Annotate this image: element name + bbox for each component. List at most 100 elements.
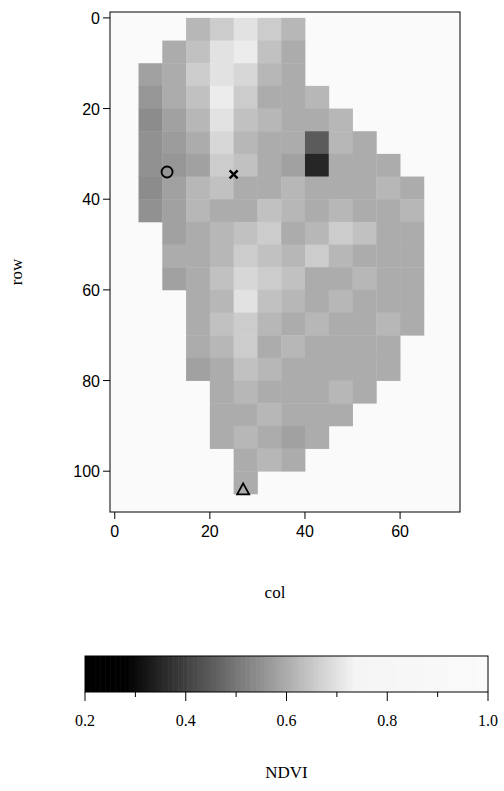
colorbar-minor-tick bbox=[437, 692, 438, 697]
colorbar-tick-label: 0.6 bbox=[277, 712, 297, 729]
cell bbox=[234, 403, 258, 426]
cell bbox=[281, 358, 305, 381]
cell bbox=[281, 245, 305, 268]
plot-background bbox=[110, 12, 460, 512]
cell bbox=[305, 177, 329, 200]
cell bbox=[329, 109, 353, 132]
cell bbox=[305, 381, 329, 404]
cell bbox=[234, 131, 258, 154]
cell bbox=[186, 222, 210, 245]
cell bbox=[234, 290, 258, 313]
cell bbox=[186, 199, 210, 222]
cell bbox=[186, 313, 210, 336]
cell bbox=[234, 358, 258, 381]
cell bbox=[139, 109, 163, 132]
cell bbox=[400, 245, 424, 268]
cell bbox=[234, 381, 258, 404]
colorbar-tick-label: 0.4 bbox=[176, 712, 196, 729]
colorbar-tick bbox=[85, 692, 86, 701]
cell bbox=[186, 86, 210, 109]
cell bbox=[234, 109, 258, 132]
marker-triangle bbox=[237, 483, 249, 494]
cell bbox=[353, 245, 377, 268]
y-tick bbox=[103, 471, 110, 472]
cell bbox=[329, 245, 353, 268]
x-axis-label: col bbox=[265, 583, 286, 602]
cell bbox=[376, 177, 400, 200]
colorbar-tick bbox=[488, 692, 489, 701]
cell bbox=[234, 63, 258, 86]
cell bbox=[162, 177, 186, 200]
colorbar-tick-label: 0.2 bbox=[75, 712, 95, 729]
x-tick bbox=[209, 512, 210, 519]
cell bbox=[281, 63, 305, 86]
cell bbox=[234, 449, 258, 472]
cell bbox=[234, 267, 258, 290]
cell bbox=[210, 313, 234, 336]
cell bbox=[305, 313, 329, 336]
cell bbox=[329, 403, 353, 426]
x-tick bbox=[304, 512, 305, 519]
cell bbox=[281, 449, 305, 472]
cell bbox=[257, 63, 281, 86]
cell bbox=[376, 199, 400, 222]
cell bbox=[281, 267, 305, 290]
cell bbox=[162, 86, 186, 109]
cell bbox=[210, 154, 234, 177]
cell bbox=[281, 290, 305, 313]
cell bbox=[329, 335, 353, 358]
cell bbox=[400, 313, 424, 336]
cell bbox=[210, 41, 234, 64]
cell bbox=[305, 358, 329, 381]
cell bbox=[257, 381, 281, 404]
cell bbox=[210, 109, 234, 132]
cell bbox=[234, 313, 258, 336]
cell bbox=[257, 154, 281, 177]
x-tick-label: 0 bbox=[110, 523, 119, 540]
cell bbox=[234, 335, 258, 358]
colorbar-label: NDVI bbox=[265, 763, 308, 782]
cell bbox=[210, 358, 234, 381]
cell bbox=[162, 222, 186, 245]
cell bbox=[257, 449, 281, 472]
cell bbox=[162, 267, 186, 290]
cell bbox=[353, 199, 377, 222]
cell bbox=[305, 222, 329, 245]
y-axis-label: row bbox=[7, 258, 26, 285]
cell bbox=[234, 471, 258, 494]
cell bbox=[234, 18, 258, 41]
cell bbox=[376, 313, 400, 336]
y-tick-label: 0 bbox=[91, 10, 100, 27]
cell bbox=[257, 335, 281, 358]
cell bbox=[162, 41, 186, 64]
cell bbox=[257, 403, 281, 426]
cell bbox=[281, 18, 305, 41]
cell bbox=[210, 86, 234, 109]
cell bbox=[186, 131, 210, 154]
cell bbox=[186, 177, 210, 200]
cell bbox=[353, 335, 377, 358]
cell bbox=[400, 199, 424, 222]
cell bbox=[257, 109, 281, 132]
cell bbox=[281, 199, 305, 222]
y-tick bbox=[103, 289, 110, 290]
cell bbox=[186, 41, 210, 64]
cell bbox=[234, 222, 258, 245]
cell bbox=[353, 177, 377, 200]
colorbar-tick bbox=[387, 692, 388, 701]
cell bbox=[305, 267, 329, 290]
cell bbox=[281, 41, 305, 64]
cell bbox=[376, 358, 400, 381]
markers bbox=[162, 167, 250, 495]
plot-frame bbox=[110, 12, 460, 512]
x-tick-label: 20 bbox=[201, 523, 219, 540]
cell bbox=[139, 86, 163, 109]
cell bbox=[305, 109, 329, 132]
cell bbox=[210, 267, 234, 290]
y-tick-label: 100 bbox=[73, 463, 100, 480]
cell bbox=[329, 290, 353, 313]
cell bbox=[210, 381, 234, 404]
cell bbox=[234, 154, 258, 177]
cell bbox=[376, 290, 400, 313]
cell bbox=[281, 335, 305, 358]
